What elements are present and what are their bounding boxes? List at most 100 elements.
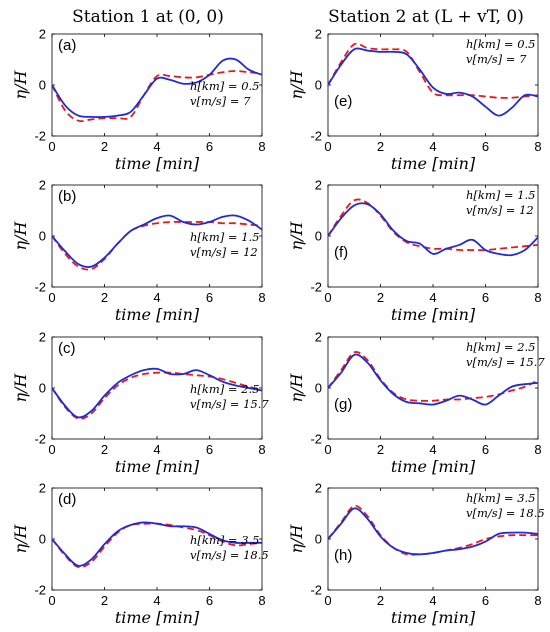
x-tick-label: 0 <box>48 593 55 608</box>
x-axis-label: time [min] <box>391 305 476 324</box>
y-axis-label: η/H <box>287 372 306 402</box>
series-line-solid <box>328 353 538 406</box>
parameter-annotation: v[m/s] = 18.5 <box>190 548 269 562</box>
series-line-solid <box>52 367 262 419</box>
parameter-annotation: h[km] = 2.5 <box>466 340 536 354</box>
x-tick-label: 2 <box>101 593 108 608</box>
x-tick-label: 4 <box>429 442 436 457</box>
series-line-solid <box>52 521 262 567</box>
parameter-annotation: h[km] = 1.5 <box>190 230 260 244</box>
x-tick-label: 8 <box>258 139 265 154</box>
series-line-solid <box>328 47 538 117</box>
panel-label: (h) <box>334 547 352 564</box>
y-tick-label: -2 <box>34 583 46 598</box>
x-axis-label: time [min] <box>115 305 200 324</box>
y-tick-label: 2 <box>315 481 322 496</box>
x-tick-label: 6 <box>206 139 213 154</box>
series-line-solid <box>52 214 262 268</box>
x-tick-label: 4 <box>153 139 160 154</box>
panel-label: (c) <box>58 340 76 357</box>
x-tick-label: 8 <box>258 442 265 457</box>
y-tick-label: 0 <box>315 229 322 244</box>
panel-label: (e) <box>334 93 352 110</box>
y-tick-label: -2 <box>34 280 46 295</box>
x-axis-label: time [min] <box>115 608 200 627</box>
x-tick-label: 0 <box>48 290 55 305</box>
x-tick-label: 2 <box>377 139 384 154</box>
x-tick-label: 6 <box>206 290 213 305</box>
parameter-annotation: v[m/s] = 18.5 <box>466 506 545 520</box>
x-tick-label: 2 <box>377 290 384 305</box>
parameter-annotation: h[km] = 3.5 <box>466 491 536 505</box>
y-tick-label: 0 <box>39 229 46 244</box>
parameter-annotation: v[m/s] = 12 <box>190 245 258 259</box>
x-tick-label: 0 <box>48 442 55 457</box>
x-tick-label: 8 <box>534 593 541 608</box>
x-tick-label: 0 <box>324 139 331 154</box>
x-tick-label: 6 <box>482 290 489 305</box>
y-tick-label: 2 <box>315 330 322 345</box>
x-tick-label: 2 <box>101 139 108 154</box>
x-tick-label: 6 <box>206 442 213 457</box>
parameter-annotation: h[km] = 3.5 <box>190 533 260 547</box>
parameter-annotation: v[m/s] = 15.7 <box>190 397 269 411</box>
parameter-annotation: h[km] = 0.5 <box>190 79 260 93</box>
parameter-annotation: h[km] = 2.5 <box>190 382 260 396</box>
y-tick-label: 0 <box>39 381 46 396</box>
series-line-solid <box>328 507 538 556</box>
y-axis-label: η/H <box>287 220 306 250</box>
y-tick-label: -2 <box>34 432 46 447</box>
y-tick-label: -2 <box>34 129 46 144</box>
y-tick-label: 0 <box>315 381 322 396</box>
y-tick-label: 0 <box>315 78 322 93</box>
x-tick-label: 4 <box>153 290 160 305</box>
y-tick-label: 2 <box>315 27 322 42</box>
y-tick-label: 2 <box>39 27 46 42</box>
x-tick-label: 6 <box>482 593 489 608</box>
x-tick-label: 4 <box>429 593 436 608</box>
y-tick-label: -2 <box>310 583 322 598</box>
y-tick-label: 0 <box>39 532 46 547</box>
panel-label: (g) <box>334 396 352 413</box>
right-column-title: Station 2 at (L + vT, 0) <box>328 7 524 27</box>
y-axis-label: η/H <box>11 69 30 99</box>
x-tick-label: 6 <box>482 139 489 154</box>
y-axis-label: η/H <box>11 372 30 402</box>
panel-label: (a) <box>58 37 76 54</box>
x-tick-label: 4 <box>429 139 436 154</box>
series-line-dashed <box>328 42 538 99</box>
y-axis-label: η/H <box>287 523 306 553</box>
y-tick-label: 2 <box>39 481 46 496</box>
series-line-solid <box>52 57 262 118</box>
y-tick-label: 0 <box>315 532 322 547</box>
x-tick-label: 2 <box>101 290 108 305</box>
x-tick-label: 8 <box>534 290 541 305</box>
y-axis-label: η/H <box>11 523 30 553</box>
parameter-annotation: v[m/s] = 7 <box>190 94 251 108</box>
parameter-annotation: v[m/s] = 15.7 <box>466 355 545 369</box>
left-column-title: Station 1 at (0, 0) <box>72 7 224 27</box>
x-tick-label: 8 <box>258 593 265 608</box>
y-axis-label: η/H <box>11 220 30 250</box>
panel-label: (d) <box>58 491 76 508</box>
x-tick-label: 2 <box>377 442 384 457</box>
x-tick-label: 8 <box>258 290 265 305</box>
panel-label: (f) <box>334 244 348 261</box>
x-tick-label: 6 <box>482 442 489 457</box>
x-tick-label: 0 <box>48 139 55 154</box>
x-axis-label: time [min] <box>391 608 476 627</box>
series-line-dashed <box>328 198 538 252</box>
y-tick-label: -2 <box>310 280 322 295</box>
x-tick-label: 0 <box>324 290 331 305</box>
series-line-solid <box>328 202 538 257</box>
y-tick-label: -2 <box>310 129 322 144</box>
y-tick-label: 2 <box>39 330 46 345</box>
